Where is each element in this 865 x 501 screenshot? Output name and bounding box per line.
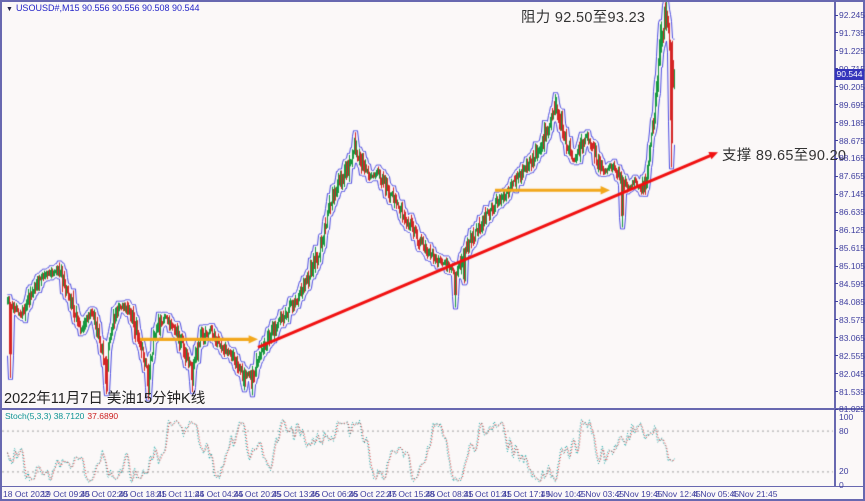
time-axis-line [2, 485, 863, 487]
price-axis-label: 91.225 [835, 46, 865, 56]
time-axis-label: 21 Oct 11:45 [156, 489, 205, 499]
price-axis-label: 84.085 [835, 297, 865, 307]
time-axis-label: 24 Oct 04:45 [194, 489, 244, 499]
price-axis-label: 91.735 [835, 28, 865, 38]
time-axis-label: 31 Oct 17:45 [501, 489, 551, 499]
price-axis-label: 86.125 [835, 225, 865, 235]
time-axis-label: 4 Nov 21:45 [731, 489, 778, 499]
time-axis-label: 1 Nov 10:45 [539, 489, 586, 499]
time-axis-label: 4 Nov 05:45 [693, 489, 740, 499]
price-axis-label: 85.615 [835, 243, 865, 253]
indicator-name: Stoch(5,3,3) 38.7120 [5, 411, 85, 421]
triangle-down-icon[interactable]: ▼ [6, 6, 13, 13]
panel-divider[interactable] [2, 408, 863, 410]
price-axis-label: 81.025 [835, 404, 865, 414]
price-axis-label: 88.165 [835, 153, 865, 163]
time-axis-label: 2 Nov 19:45 [616, 489, 663, 499]
indicator-label: Stoch(5,3,3) 38.7120 37.6890 [5, 411, 118, 421]
time-axis-label: 2 Nov 03:45 [578, 489, 625, 499]
indicator-signal-value: 37.6890 [87, 411, 119, 421]
price-axis-label: 87.655 [835, 171, 865, 181]
time-axis-label: 26 Oct 06:45 [309, 489, 359, 499]
price-axis-label: 89.185 [835, 118, 865, 128]
window-border-top [0, 0, 865, 2]
stochastic-panel-canvas[interactable] [2, 410, 834, 485]
resistance-annotation[interactable]: 阻力 92.50至93.23 [521, 10, 646, 26]
stochastic-axis-label: 80 [839, 425, 849, 436]
price-axis-label: 84.595 [835, 279, 865, 289]
window-border-right [863, 0, 865, 501]
current-price-tag: 90.544 [835, 69, 864, 80]
price-axis-label: 82.555 [835, 351, 865, 361]
time-axis-label: 25 Oct 13:45 [271, 489, 321, 499]
symbol-quote-text: USOUSD#,M15 90.556 90.556 90.508 90.544 [15, 3, 200, 13]
price-axis-label: 83.065 [835, 333, 865, 343]
time-axis-label: 24 Oct 20:45 [233, 489, 282, 499]
support-annotation[interactable]: 支撑 89.65至90.20 [722, 148, 847, 164]
price-axis-label: 85.105 [835, 261, 865, 271]
window-border-bottom [0, 499, 865, 501]
time-axis-label: 18 Oct 2022 [3, 489, 50, 499]
price-axis-label: 88.675 [835, 136, 865, 146]
chart-caption[interactable]: 2022年11月7日 美油15分钟K线 [4, 391, 206, 407]
time-axis-label: 3 Nov 12:45 [654, 489, 701, 499]
stochastic-axis-label: 20 [839, 466, 849, 477]
price-axis-label: 90.205 [835, 82, 865, 92]
time-axis-label: 28 Oct 08:45 [424, 489, 474, 499]
price-axis-label: 92.245 [835, 10, 865, 20]
stochastic-axis-label: 100 [839, 412, 854, 422]
time-axis-label: 31 Oct 01:45 [463, 489, 512, 499]
time-axis-label: 20 Oct 02:45 [79, 489, 129, 499]
time-axis-label: 19 Oct 09:45 [41, 489, 91, 499]
price-axis-label: 89.695 [835, 100, 865, 110]
price-axis-label: 83.575 [835, 315, 865, 325]
time-axis-label: 27 Oct 15:45 [386, 489, 436, 499]
stochastic-axis-label: 0 [839, 480, 844, 490]
price-axis-label: 90.715 [835, 64, 865, 74]
price-axis-label: 86.635 [835, 207, 865, 217]
main-chart-canvas[interactable] [2, 2, 834, 408]
price-axis-line [834, 2, 836, 486]
price-axis-label: 81.535 [835, 387, 865, 397]
time-axis-label: 20 Oct 18:45 [118, 489, 167, 499]
price-axis-label: 82.045 [835, 369, 865, 379]
time-axis-label: 26 Oct 22:45 [348, 489, 397, 499]
price-axis-label: 87.145 [835, 189, 865, 199]
symbol-label: ▼ USOUSD#,M15 90.556 90.556 90.508 90.544 [6, 3, 200, 13]
window-border-left [0, 0, 2, 501]
